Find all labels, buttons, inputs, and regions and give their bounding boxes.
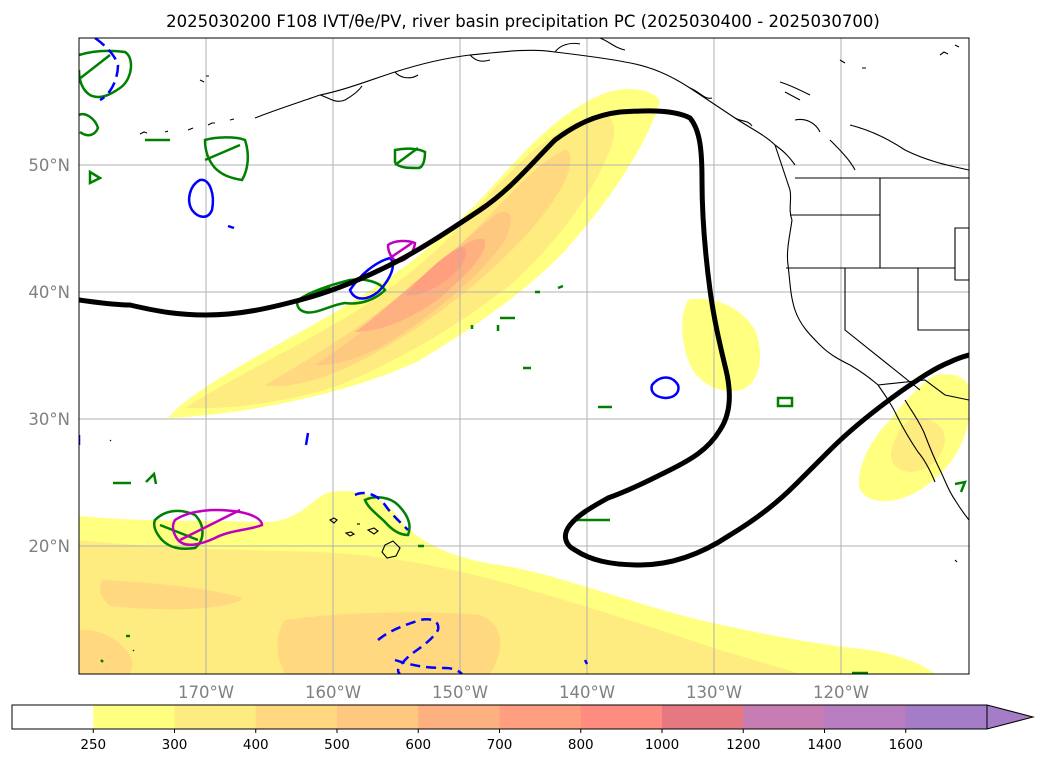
lat-label: 50°N bbox=[28, 156, 70, 175]
lat-labels: 50°N 40°N 30°N 20°N bbox=[28, 156, 70, 556]
lat-label: 30°N bbox=[28, 410, 70, 429]
az-border bbox=[917, 268, 969, 331]
gridlines bbox=[79, 38, 969, 674]
map-area bbox=[79, 38, 969, 674]
alaska-coast bbox=[254, 49, 796, 166]
colorbar-label: 300 bbox=[162, 737, 188, 753]
colorbar-label: 1600 bbox=[889, 737, 923, 753]
lon-label: 120°W bbox=[813, 683, 869, 702]
colorbar-label: 600 bbox=[405, 737, 431, 753]
blue-contours bbox=[79, 38, 680, 674]
lon-label: 140°W bbox=[559, 683, 615, 702]
ivt-fill-south-400c bbox=[79, 629, 133, 674]
map-frame bbox=[78, 37, 970, 675]
colorbar-swatch bbox=[337, 705, 419, 729]
colorbar-swatch bbox=[580, 705, 663, 729]
colorbar-label: 1400 bbox=[807, 737, 841, 753]
hawaii-big-island bbox=[381, 540, 401, 559]
colorbar-label: 500 bbox=[324, 737, 350, 753]
lon-label: 150°W bbox=[432, 683, 488, 702]
colorbar-swatch bbox=[824, 705, 907, 729]
lat-label: 40°N bbox=[28, 283, 70, 302]
lon-label: 160°W bbox=[305, 683, 361, 702]
lon-label: 130°W bbox=[686, 683, 742, 702]
mexico-border bbox=[877, 379, 969, 401]
colorbar-swatch bbox=[662, 705, 744, 729]
colorbar: 250 300 400 500 600 700 800 1000 1200 1400 1600 bbox=[11, 704, 1035, 753]
colorbar-swatch bbox=[418, 705, 500, 729]
ivt-fill-south-400a bbox=[100, 580, 243, 610]
nv-border bbox=[844, 268, 921, 391]
lat-label: 20°N bbox=[28, 537, 70, 556]
colorbar-label: 700 bbox=[487, 737, 513, 753]
colorbar-swatch bbox=[93, 705, 175, 729]
colorbar-swatch bbox=[255, 705, 338, 729]
ivt-fill-south-300 bbox=[79, 540, 800, 674]
hawaii-maui bbox=[366, 527, 379, 535]
green-contours bbox=[79, 49, 968, 674]
ivt-fill-400 bbox=[265, 150, 571, 387]
colorbar-label: 1000 bbox=[645, 737, 679, 753]
black-contour bbox=[79, 108, 969, 568]
ivt-fill-south-400b bbox=[277, 612, 501, 674]
colorbar-swatch bbox=[743, 705, 825, 729]
coastlines bbox=[109, 38, 969, 652]
hawaii-kauai bbox=[328, 517, 338, 524]
colorbar-extend-arrow bbox=[986, 704, 1035, 730]
colorbar-swatch bbox=[12, 705, 94, 729]
hawaii-oahu bbox=[344, 531, 356, 537]
colorbar-swatch bbox=[905, 705, 988, 729]
colorbar-label: 1200 bbox=[726, 737, 760, 753]
colorbar-swatch bbox=[174, 705, 257, 729]
colorbar-label: 400 bbox=[243, 737, 269, 753]
colorbar-label: 800 bbox=[568, 737, 594, 753]
lon-labels: 170°W 160°W 150°W 140°W 130°W 120°W bbox=[178, 683, 869, 702]
us-west-coast bbox=[786, 219, 879, 386]
ivt-fill-700 bbox=[405, 247, 467, 296]
figure-title: 2025030200 F108 IVT/θe/PV, river basin p… bbox=[166, 12, 880, 31]
lon-label: 170°W bbox=[178, 683, 234, 702]
ivt-fill-baja-300 bbox=[890, 418, 945, 472]
colorbar-swatch bbox=[499, 705, 582, 729]
colorbar-label: 250 bbox=[80, 737, 106, 753]
